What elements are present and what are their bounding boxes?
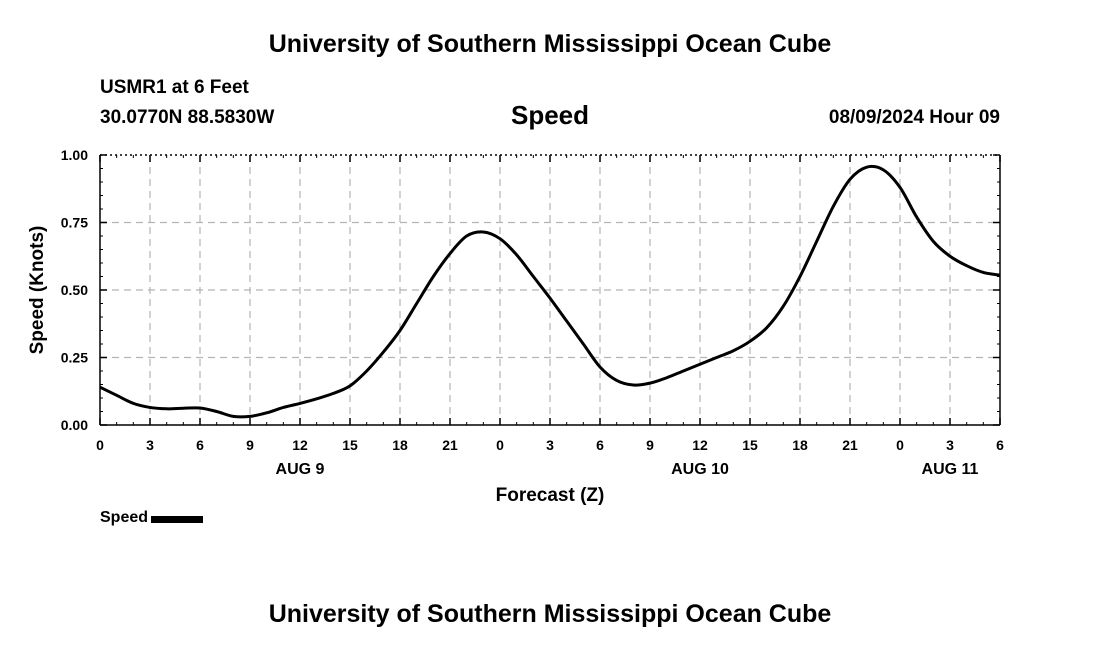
y-tick-label: 0.25: [61, 350, 88, 366]
series-line-speed: [99, 164, 1001, 419]
x-tick-label: 18: [792, 437, 808, 453]
x-tick-label: 9: [246, 437, 254, 453]
x-date-label: AUG 9: [276, 461, 325, 478]
x-date-label: AUG 11: [922, 461, 979, 478]
x-date-label: AUG 10: [671, 461, 729, 478]
x-tick-label: 21: [442, 437, 458, 453]
x-tick-label: 6: [596, 437, 604, 453]
chart-title: Speed: [510, 100, 590, 130]
forecast-datetime: 08/09/2024 Hour 09: [828, 107, 1000, 128]
y-tick-label: 0.50: [61, 282, 88, 298]
y-tick-label: 1.00: [61, 147, 88, 163]
x-tick-label: 12: [692, 437, 708, 453]
x-tick-label: 3: [146, 437, 154, 453]
x-axis-title: Forecast (Z): [496, 485, 605, 506]
x-tick-label: 6: [196, 437, 204, 453]
series-layer: [99, 164, 1001, 419]
station-coordinates: 30.0770N 88.5830W: [100, 107, 275, 128]
label-layer: 0 3 6 9 12 15 18 21 0 3 6 9 12 15 18 21 0 3 6 0.00 0.25 0.50 0…: [27, 147, 1004, 506]
station-name: USMR1 at 6 Feet: [100, 77, 249, 98]
main-title: University of Southern Mississippi Ocean…: [268, 30, 832, 58]
x-tick-label: 15: [742, 437, 758, 453]
legend-label: Speed: [100, 509, 149, 526]
x-tick-label: 3: [546, 437, 554, 453]
x-tick-label: 9: [646, 437, 654, 453]
x-tick-label: 0: [96, 437, 104, 453]
y-tick-label: 0.75: [61, 215, 88, 231]
axis-layer: [99, 154, 1001, 426]
x-tick-label: 12: [292, 437, 308, 453]
legend-swatch: [151, 516, 204, 523]
footer-title: University of Southern Mississippi Ocean…: [268, 600, 832, 628]
x-tick-label: 0: [896, 437, 904, 453]
x-tick-label: 6: [996, 437, 1004, 453]
y-axis-title: Speed (Knots): [27, 226, 48, 355]
x-tick-label: 0: [496, 437, 504, 453]
x-tick-label: 21: [842, 437, 858, 453]
x-tick-label: 18: [392, 437, 408, 453]
x-tick-label: 15: [342, 437, 358, 453]
grid-layer: [100, 155, 1000, 425]
legend: Speed: [100, 509, 204, 527]
y-tick-label: 0.00: [61, 417, 88, 433]
x-tick-label: 3: [946, 437, 954, 453]
